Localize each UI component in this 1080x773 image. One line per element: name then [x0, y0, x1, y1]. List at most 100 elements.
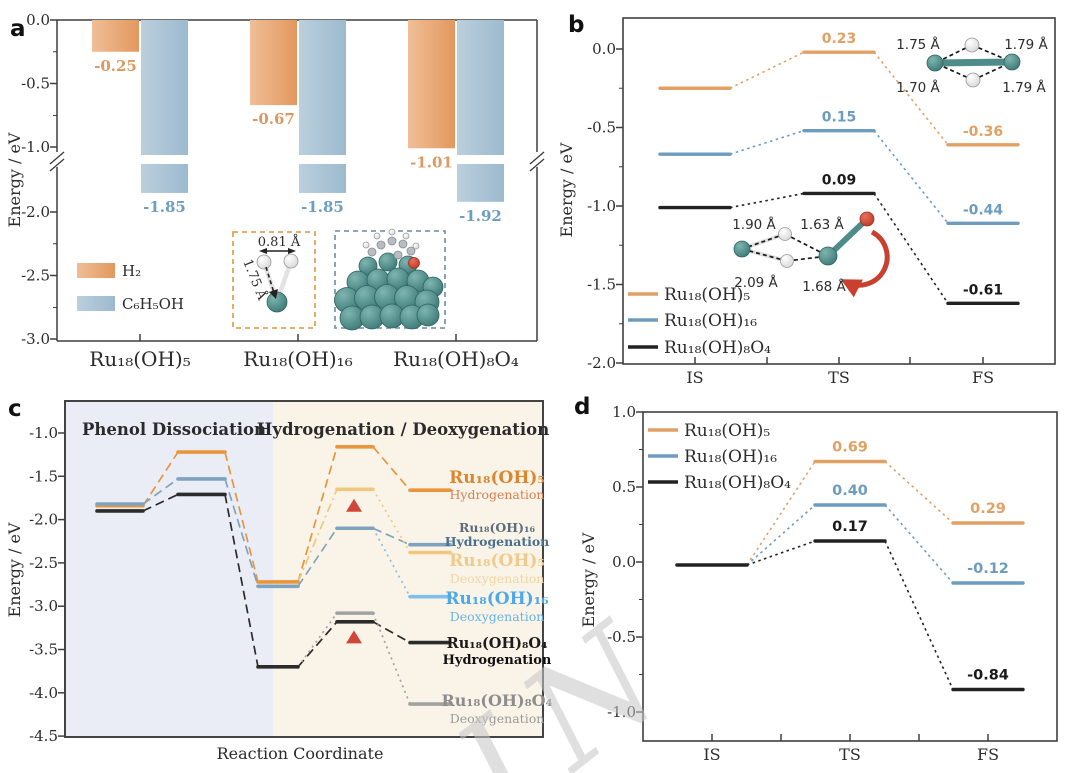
bar-value-label: -0.67	[252, 110, 295, 128]
y-tick-label: -3.5	[29, 641, 58, 659]
series-sublabel: Deoxygenation	[450, 711, 545, 726]
series-label: Ru₁₈(OH)₁₆	[445, 589, 548, 609]
fs-value-label: -0.36	[963, 124, 1003, 140]
molecule-atom	[367, 247, 377, 257]
distance-label: 1.90 Å	[732, 216, 776, 233]
y-tick-label: -2.5	[29, 554, 58, 572]
y-tick-label: -1.5	[587, 276, 616, 294]
y-tick-label: -2.5	[21, 267, 50, 285]
connector-deox	[297, 488, 338, 583]
panel-label-d: d	[574, 394, 591, 420]
panel-label-c: c	[8, 396, 22, 422]
y-axis-title: Energy / eV	[5, 522, 24, 617]
y-tick-label: -4.0	[29, 684, 58, 702]
connector	[873, 192, 949, 304]
x-tick-label: FS	[972, 368, 994, 387]
x-tick-label: IS	[686, 368, 703, 387]
legend-label: Ru₁₈(OH)₅	[684, 421, 770, 441]
y-tick-label: -1.0	[29, 424, 58, 442]
molecule-atom	[266, 291, 288, 313]
y-tick-label: -2.0	[29, 511, 58, 529]
region-title: Hydrogenation / Deoxygenation	[257, 420, 549, 439]
fs-value-label: -0.61	[963, 282, 1003, 298]
distance-label: 1.63 Å	[800, 216, 844, 233]
arrowhead	[288, 248, 296, 254]
bar-h2	[92, 20, 139, 52]
molecule-atom	[964, 37, 980, 53]
connector	[873, 130, 949, 224]
series-sublabel: Deoxygenation	[450, 571, 545, 586]
fs-value-label: -0.44	[963, 202, 1004, 218]
molecule-atom	[283, 253, 299, 269]
connector	[142, 478, 179, 505]
region-hydrogenation-deoxygenation	[273, 401, 543, 737]
y-axis-title: Energy / eV	[579, 532, 598, 627]
molecule-atom	[393, 250, 403, 260]
arrowhead	[269, 289, 278, 299]
connector	[297, 527, 338, 587]
molecule-atom	[412, 242, 420, 250]
bar-value-label: -0.25	[94, 57, 137, 75]
distance-dashed-line	[784, 233, 830, 257]
category-label: Ru₁₈(OH)₈O₄	[393, 347, 519, 371]
bar-phenol-lower	[299, 164, 346, 193]
axis-break-mark	[49, 151, 65, 165]
molecule-atom	[408, 257, 420, 269]
series-sublabel: Hydrogenation	[443, 653, 552, 668]
y-axis-title: Energy / eV	[5, 132, 24, 227]
molecule-atom	[388, 228, 396, 236]
bar-phenol-lower	[141, 164, 188, 193]
connector	[224, 494, 259, 667]
connector	[873, 51, 949, 146]
series-sublabel: Deoxygenation	[450, 609, 545, 624]
panel-label-b: b	[568, 12, 585, 38]
arrowhead	[259, 248, 267, 254]
distance-dashed-arrow	[265, 266, 275, 294]
y-tick-label: -1.0	[587, 197, 616, 215]
category-label: Ru₁₈(OH)₁₆	[243, 347, 352, 371]
curved-arrow	[840, 229, 890, 298]
legend-label: Ru₁₈(OH)₈O₄	[664, 338, 771, 358]
bar-phenol-upper	[457, 20, 504, 155]
connector	[729, 129, 805, 155]
y-tick-label: -0.5	[587, 119, 616, 137]
ts-value-label: 0.15	[822, 110, 857, 126]
connector	[729, 51, 805, 89]
y-tick-label: -3.0	[29, 597, 58, 615]
connector	[884, 540, 954, 690]
connector	[372, 446, 411, 491]
y-tick-label: 0.5	[612, 478, 636, 496]
connector	[746, 461, 816, 566]
molecule-atom	[387, 236, 397, 246]
distance-label: 2.09 Å	[734, 274, 778, 291]
molecule-atom	[818, 246, 838, 266]
y-tick-label: -1.5	[29, 467, 58, 485]
legend-swatch-phenol	[77, 296, 115, 311]
region-phenol-dissociation	[65, 401, 273, 737]
series-label: Ru₁₈(OH)₅	[449, 551, 545, 571]
ts-value-label: 0.17	[832, 519, 868, 535]
panel-label-a: a	[10, 16, 26, 42]
bar-value-label: -1.92	[459, 207, 502, 225]
bar-value-label: -1.85	[301, 198, 344, 216]
axis-break-mark	[529, 151, 545, 165]
molecule-atom	[733, 240, 751, 258]
legend-label: Ru₁₈(OH)₈O₄	[684, 473, 791, 493]
panel-b-h2-dissociation-profile: 0.0 -0.5 -1.0 -1.5 -2.0 Energy / eV IS TS FS 0.23…	[560, 17, 1056, 387]
x-tick-label: FS	[977, 745, 999, 764]
connector	[746, 540, 816, 566]
connector-deox	[297, 612, 338, 668]
distance-label: 1.79 Å	[1004, 36, 1048, 53]
molecule-atom	[1003, 53, 1021, 71]
molecule-atom	[965, 72, 981, 88]
connector	[884, 504, 954, 584]
fs-value-label: -0.12	[967, 561, 1009, 577]
ts-value-label: 0.09	[822, 172, 857, 188]
connector	[372, 621, 411, 644]
connector	[142, 493, 179, 512]
x-tick-label: TS	[839, 745, 861, 764]
panel-a-adsorption-bar-chart: 0.0 -0.5 -1.0 -2.0 -2.5 -3.0 Energy / eV -0.25 -…	[5, 11, 545, 371]
molecule-atom	[256, 254, 272, 270]
molecule-atom	[362, 241, 370, 249]
